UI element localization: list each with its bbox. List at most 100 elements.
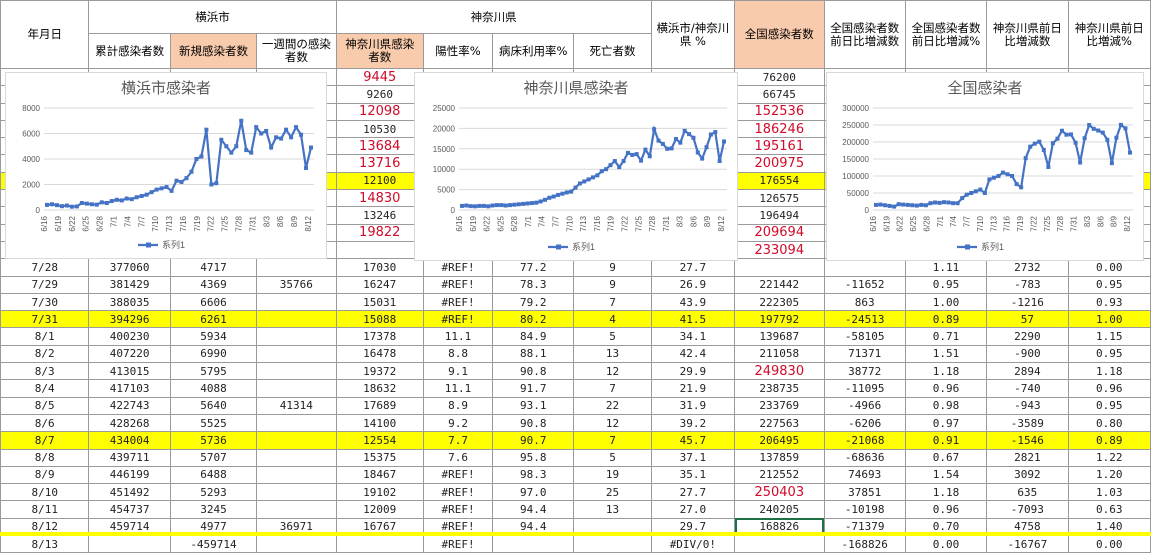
cell-national-diff[interactable]: 37851 xyxy=(823,483,906,502)
cell-kanagawa-diff[interactable]: 2894 xyxy=(986,362,1069,381)
cell-yokohama-new[interactable]: 5525 xyxy=(169,413,258,433)
cell-kanagawa-pct[interactable]: 1.18 xyxy=(1067,362,1151,381)
cell-national[interactable]: 139687 xyxy=(734,327,825,346)
cell-yokohama-week[interactable]: 41314 xyxy=(256,396,337,415)
cell-kanagawa-cases[interactable]: 12009 xyxy=(335,500,424,519)
cell-kanagawa-deaths[interactable]: 13 xyxy=(573,344,652,364)
cell-kanagawa-bed[interactable]: 94.4 xyxy=(492,500,575,519)
cell-national-pct[interactable]: 0.89 xyxy=(904,310,988,329)
header-yokohama-week[interactable]: 一週間の感染者数 xyxy=(256,33,337,69)
cell-national-diff[interactable]: 863 xyxy=(823,292,906,312)
cell-kanagawa-cases[interactable]: 12554 xyxy=(335,431,424,450)
cell-national-pct[interactable]: 0.00 xyxy=(904,535,988,553)
cell-ratio[interactable]: 37.1 xyxy=(650,448,736,467)
cell-yokohama-new[interactable]: 6488 xyxy=(169,465,258,485)
cell-kanagawa-bed[interactable]: 80.2 xyxy=(492,310,575,329)
cell-yokohama-week[interactable] xyxy=(256,500,337,519)
cell-date[interactable]: 8/8 xyxy=(0,448,90,467)
cell-kanagawa-pct[interactable]: 0.80 xyxy=(1067,413,1151,433)
cell-yokohama-total[interactable]: 381429 xyxy=(88,275,171,294)
cell-kanagawa-positivity[interactable]: #REF! xyxy=(422,275,494,294)
cell-ratio[interactable]: 27.7 xyxy=(650,483,736,502)
cell-kanagawa-diff[interactable]: -7093 xyxy=(986,500,1069,519)
cell-yokohama-total[interactable]: 413015 xyxy=(88,362,171,381)
cell-national[interactable]: 238735 xyxy=(734,379,825,398)
cell-kanagawa-bed[interactable]: 91.7 xyxy=(492,379,575,398)
cell-national-pct[interactable]: 1.51 xyxy=(904,344,988,364)
cell-kanagawa-deaths[interactable]: 7 xyxy=(573,379,652,398)
cell-kanagawa-cases[interactable]: 19372 xyxy=(335,362,424,381)
cell-kanagawa-cases[interactable]: 14830 xyxy=(335,189,424,208)
cell-national[interactable]: 221442 xyxy=(734,275,825,294)
cell-kanagawa-deaths[interactable]: 9 xyxy=(573,258,652,277)
cell-ratio[interactable]: #DIV/0! xyxy=(650,535,736,553)
cell-national[interactable]: 126575 xyxy=(734,189,825,208)
cell-yokohama-week[interactable] xyxy=(256,379,337,398)
cell-kanagawa-cases[interactable]: 17378 xyxy=(335,327,424,346)
cell-kanagawa-cases[interactable]: 16247 xyxy=(335,275,424,294)
cell-yokohama-total[interactable]: 451492 xyxy=(88,483,171,502)
cell-kanagawa-cases[interactable]: 12100 xyxy=(335,171,424,191)
cell-yokohama-total[interactable]: 400230 xyxy=(88,327,171,346)
cell-national[interactable]: 222305 xyxy=(734,292,825,312)
cell-national[interactable]: 137859 xyxy=(734,448,825,467)
cell-kanagawa-positivity[interactable]: #REF! xyxy=(422,292,494,312)
cell-kanagawa-diff[interactable]: 2290 xyxy=(986,327,1069,346)
cell-yokohama-week[interactable] xyxy=(256,448,337,467)
cell-national[interactable]: 195161 xyxy=(734,137,825,156)
cell-kanagawa-deaths[interactable]: 19 xyxy=(573,465,652,485)
cell-national-diff[interactable]: -58105 xyxy=(823,327,906,346)
cell-kanagawa-deaths[interactable]: 12 xyxy=(573,362,652,381)
cell-yokohama-week[interactable] xyxy=(256,535,337,553)
cell-kanagawa-positivity[interactable]: #REF! xyxy=(422,500,494,519)
cell-kanagawa-cases[interactable]: 16478 xyxy=(335,344,424,364)
cell-kanagawa-bed[interactable]: 84.9 xyxy=(492,327,575,346)
cell-national-diff[interactable]: 71371 xyxy=(823,344,906,364)
cell-kanagawa-deaths[interactable]: 4 xyxy=(573,310,652,329)
cell-kanagawa-bed[interactable]: 90.8 xyxy=(492,362,575,381)
cell-kanagawa-pct[interactable]: 1.20 xyxy=(1067,465,1151,485)
cell-kanagawa-pct[interactable]: 0.95 xyxy=(1067,396,1151,415)
cell-kanagawa-cases[interactable]: 12098 xyxy=(335,102,424,121)
cell-date[interactable]: 8/9 xyxy=(0,465,90,485)
cell-national[interactable] xyxy=(734,258,825,277)
cell-yokohama-new[interactable]: -459714 xyxy=(169,535,258,553)
cell-national-pct[interactable]: 0.98 xyxy=(904,396,988,415)
cell-kanagawa-diff[interactable]: -943 xyxy=(986,396,1069,415)
cell-kanagawa-bed[interactable]: 98.3 xyxy=(492,465,575,485)
cell-kanagawa-positivity[interactable]: #REF! xyxy=(422,465,494,485)
cell-date[interactable]: 8/3 xyxy=(0,362,90,381)
cell-kanagawa-pct[interactable]: 0.93 xyxy=(1067,292,1151,312)
cell-national-diff[interactable]: -10198 xyxy=(823,500,906,519)
cell-national-diff[interactable]: -68636 xyxy=(823,448,906,467)
cell-kanagawa-deaths[interactable]: 22 xyxy=(573,396,652,415)
cell-kanagawa-deaths[interactable]: 9 xyxy=(573,275,652,294)
cell-kanagawa-positivity[interactable]: 11.1 xyxy=(422,327,494,346)
header-kanagawa-positivity[interactable]: 陽性率% xyxy=(422,33,494,69)
cell-yokohama-total[interactable]: 454737 xyxy=(88,500,171,519)
cell-kanagawa-pct[interactable]: 0.89 xyxy=(1067,431,1151,450)
cell-national[interactable] xyxy=(734,535,825,553)
cell-yokohama-new[interactable]: 5640 xyxy=(169,396,258,415)
cell-date[interactable]: 8/6 xyxy=(0,413,90,433)
cell-yokohama-total[interactable]: 377060 xyxy=(88,258,171,277)
cell-yokohama-total[interactable]: 439711 xyxy=(88,448,171,467)
cell-kanagawa-pct[interactable]: 0.00 xyxy=(1067,258,1151,277)
cell-yokohama-total[interactable]: 394296 xyxy=(88,310,171,329)
chart-kanagawa[interactable]: 神奈川県感染者 0 5000 10000 15000 20000 25000 6/16 6/19… xyxy=(414,72,738,261)
cell-kanagawa-cases[interactable]: 9445 xyxy=(335,67,424,87)
cell-kanagawa-cases[interactable]: 17030 xyxy=(335,258,424,277)
cell-national[interactable]: 209694 xyxy=(734,223,825,242)
cell-national-diff[interactable]: 74693 xyxy=(823,465,906,485)
cell-kanagawa-cases[interactable]: 13716 xyxy=(335,154,424,173)
cell-ratio[interactable]: 35.1 xyxy=(650,465,736,485)
chart-yokohama[interactable]: 横浜市感染者 0 2000 4000 6000 8000 6/16 6/19 6/22 6/25 6… xyxy=(5,72,327,259)
cell-kanagawa-deaths[interactable]: 5 xyxy=(573,448,652,467)
cell-kanagawa-deaths[interactable]: 12 xyxy=(573,413,652,433)
chart-national[interactable]: 全国感染者 0 50000 100000 150000 200000 250000 30000… xyxy=(826,72,1144,261)
cell-national[interactable]: 186246 xyxy=(734,119,825,139)
cell-ratio[interactable]: 27.7 xyxy=(650,258,736,277)
cell-yokohama-new[interactable]: 6261 xyxy=(169,310,258,329)
cell-kanagawa-bed[interactable]: 77.2 xyxy=(492,258,575,277)
cell-yokohama-new[interactable]: 6990 xyxy=(169,344,258,364)
